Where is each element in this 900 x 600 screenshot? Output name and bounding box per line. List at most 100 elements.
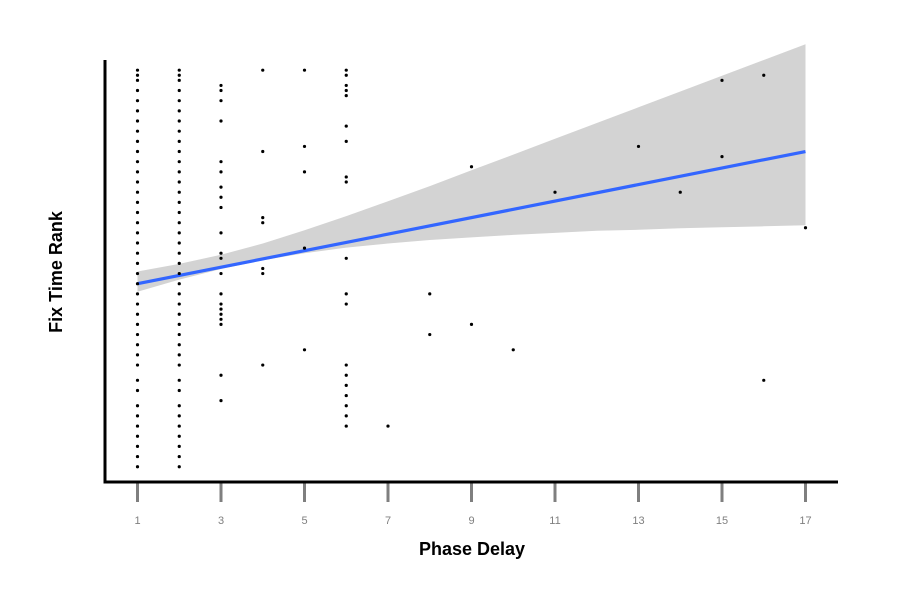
data-point: [177, 119, 181, 123]
data-point: [177, 343, 181, 347]
data-point: [177, 388, 181, 393]
data-point: [302, 144, 307, 149]
data-point: [553, 190, 557, 194]
data-point: [135, 109, 140, 113]
data-point: [219, 373, 223, 377]
data-point: [135, 160, 140, 164]
data-point: [344, 175, 348, 179]
data-point: [135, 180, 140, 184]
data-point: [428, 332, 432, 337]
data-point: [177, 73, 181, 77]
data-point: [219, 119, 223, 123]
data-point: [762, 378, 766, 382]
axes-layer: [103, 60, 838, 484]
data-point: [177, 149, 181, 154]
data-point: [177, 200, 181, 204]
data-points-layer: [135, 68, 808, 469]
data-point: [344, 302, 348, 306]
data-point: [344, 424, 348, 428]
data-point: [135, 241, 140, 245]
data-point: [177, 465, 181, 469]
data-point: [219, 307, 223, 311]
data-point: [302, 246, 307, 250]
data-point: [344, 93, 348, 98]
data-point: [219, 292, 223, 296]
data-point: [135, 444, 140, 449]
data-point: [219, 317, 223, 321]
data-point: [177, 139, 181, 143]
data-point: [135, 221, 140, 225]
data-point: [177, 353, 181, 357]
data-point: [344, 292, 348, 296]
regression-line: [137, 149, 806, 286]
data-point: [720, 78, 724, 82]
data-point: [302, 68, 307, 72]
data-point: [344, 383, 348, 387]
x-tick-label: 17: [799, 515, 811, 527]
data-point: [803, 226, 808, 230]
data-point: [177, 312, 181, 316]
data-point: [302, 170, 307, 174]
data-point: [219, 302, 223, 306]
data-point: [177, 363, 181, 367]
data-point: [177, 444, 181, 449]
data-point: [302, 348, 307, 352]
data-point: [135, 261, 140, 265]
data-point: [219, 99, 223, 103]
data-point: [219, 256, 223, 260]
data-point: [219, 205, 223, 210]
data-point: [177, 210, 181, 215]
data-point: [344, 88, 348, 93]
data-point: [135, 332, 140, 337]
data-point: [135, 378, 140, 382]
data-point: [344, 73, 348, 77]
data-point: [135, 68, 140, 72]
data-point: [135, 251, 140, 255]
data-point: [177, 190, 181, 194]
data-point: [344, 404, 348, 408]
data-point: [135, 454, 140, 459]
data-point: [135, 190, 140, 194]
data-point: [344, 180, 348, 184]
data-point: [135, 78, 140, 82]
data-point: [219, 271, 223, 276]
data-point: [177, 292, 181, 296]
data-point: [177, 404, 181, 408]
x-tick-label: 15: [716, 515, 728, 527]
data-point: [219, 322, 223, 326]
data-point: [177, 454, 181, 459]
x-tick-label: 9: [468, 515, 474, 527]
data-point: [344, 139, 348, 143]
data-point: [177, 271, 181, 276]
x-ticks-layer: 1 3 5 7 9 11 13 15 17: [134, 483, 812, 527]
data-point: [219, 83, 223, 88]
data-point: [511, 348, 515, 352]
data-point: [219, 251, 223, 255]
data-point: [219, 160, 223, 164]
data-point: [135, 139, 140, 143]
data-point: [261, 68, 265, 72]
data-point: [344, 393, 348, 398]
data-point: [428, 292, 432, 296]
data-point: [344, 414, 348, 418]
data-point: [135, 282, 140, 286]
data-point: [135, 363, 140, 367]
data-point: [135, 322, 140, 326]
data-point: [177, 221, 181, 225]
data-point: [135, 231, 140, 235]
data-point: [636, 144, 641, 149]
data-point: [135, 414, 140, 418]
data-point: [135, 434, 140, 438]
data-point: [219, 195, 223, 199]
data-point: [177, 322, 181, 326]
data-point: [720, 155, 724, 159]
data-point: [261, 221, 265, 225]
data-point: [135, 73, 140, 77]
data-point: [135, 343, 140, 347]
data-point: [177, 434, 181, 438]
data-point: [177, 160, 181, 164]
data-point: [135, 388, 140, 393]
data-point: [177, 378, 181, 382]
data-point: [135, 404, 140, 408]
data-point: [177, 129, 181, 133]
